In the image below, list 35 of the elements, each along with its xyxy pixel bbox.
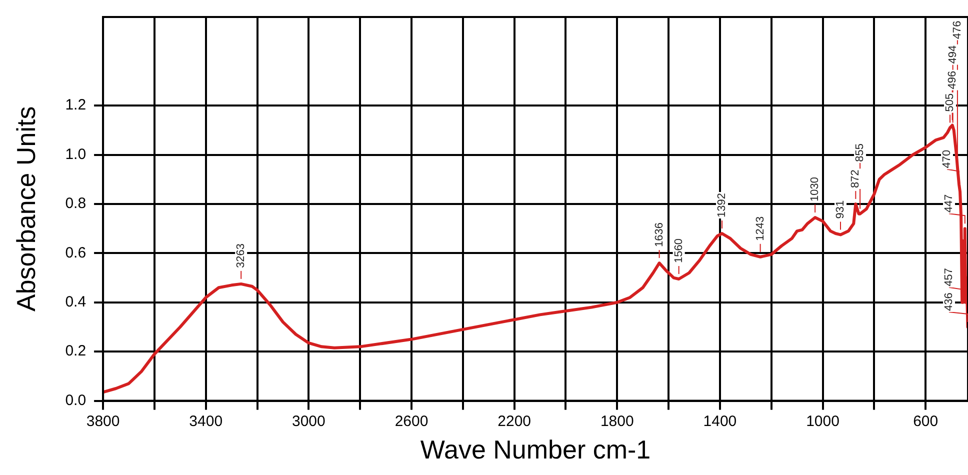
- x-tick-label: 2600: [394, 412, 428, 430]
- y-tick-label: 0.2: [65, 342, 86, 360]
- x-tick-label: 1400: [703, 412, 737, 430]
- annotation: 3263: [235, 243, 248, 268]
- x-tick-label: 1000: [806, 412, 840, 430]
- y-tick-label: 0.8: [65, 195, 86, 212]
- y-tick-label: 0.4: [65, 294, 86, 311]
- y-tick-label: 0.6: [65, 244, 86, 262]
- annotation: 476: [951, 20, 964, 40]
- annotation: 494: [946, 45, 959, 64]
- x-axis-title: Wave Number cm-1: [420, 434, 651, 465]
- annotation: 447: [943, 194, 956, 213]
- y-tick-label: 1.0: [65, 146, 86, 163]
- x-tick-label: 1800: [600, 412, 634, 430]
- annotation: 1392: [716, 193, 728, 218]
- y-tick-label: 1.2: [65, 96, 86, 114]
- annotation: 1636: [653, 222, 666, 248]
- x-tick-label: 600: [913, 412, 938, 430]
- annotation: 872: [850, 170, 862, 188]
- annotation: 1243: [754, 216, 766, 241]
- annotation: 457: [943, 268, 956, 286]
- annotation: 505: [944, 93, 956, 112]
- x-tick-label: 3800: [86, 412, 120, 430]
- annotation: 1030: [809, 177, 822, 202]
- x-tick-label: 2200: [498, 412, 532, 430]
- annotation: 496: [946, 70, 958, 90]
- annotation: 1560: [672, 238, 685, 264]
- y-tick-label: 0.0: [65, 392, 86, 409]
- y-axis-title: Absorbance Units: [10, 106, 41, 312]
- annotation: 855: [854, 143, 866, 162]
- annotation: 931: [834, 200, 847, 219]
- annotation: 436: [943, 292, 956, 311]
- x-tick-label: 3400: [189, 412, 223, 430]
- annotation: 470: [941, 150, 954, 168]
- x-tick-label: 3000: [292, 412, 326, 430]
